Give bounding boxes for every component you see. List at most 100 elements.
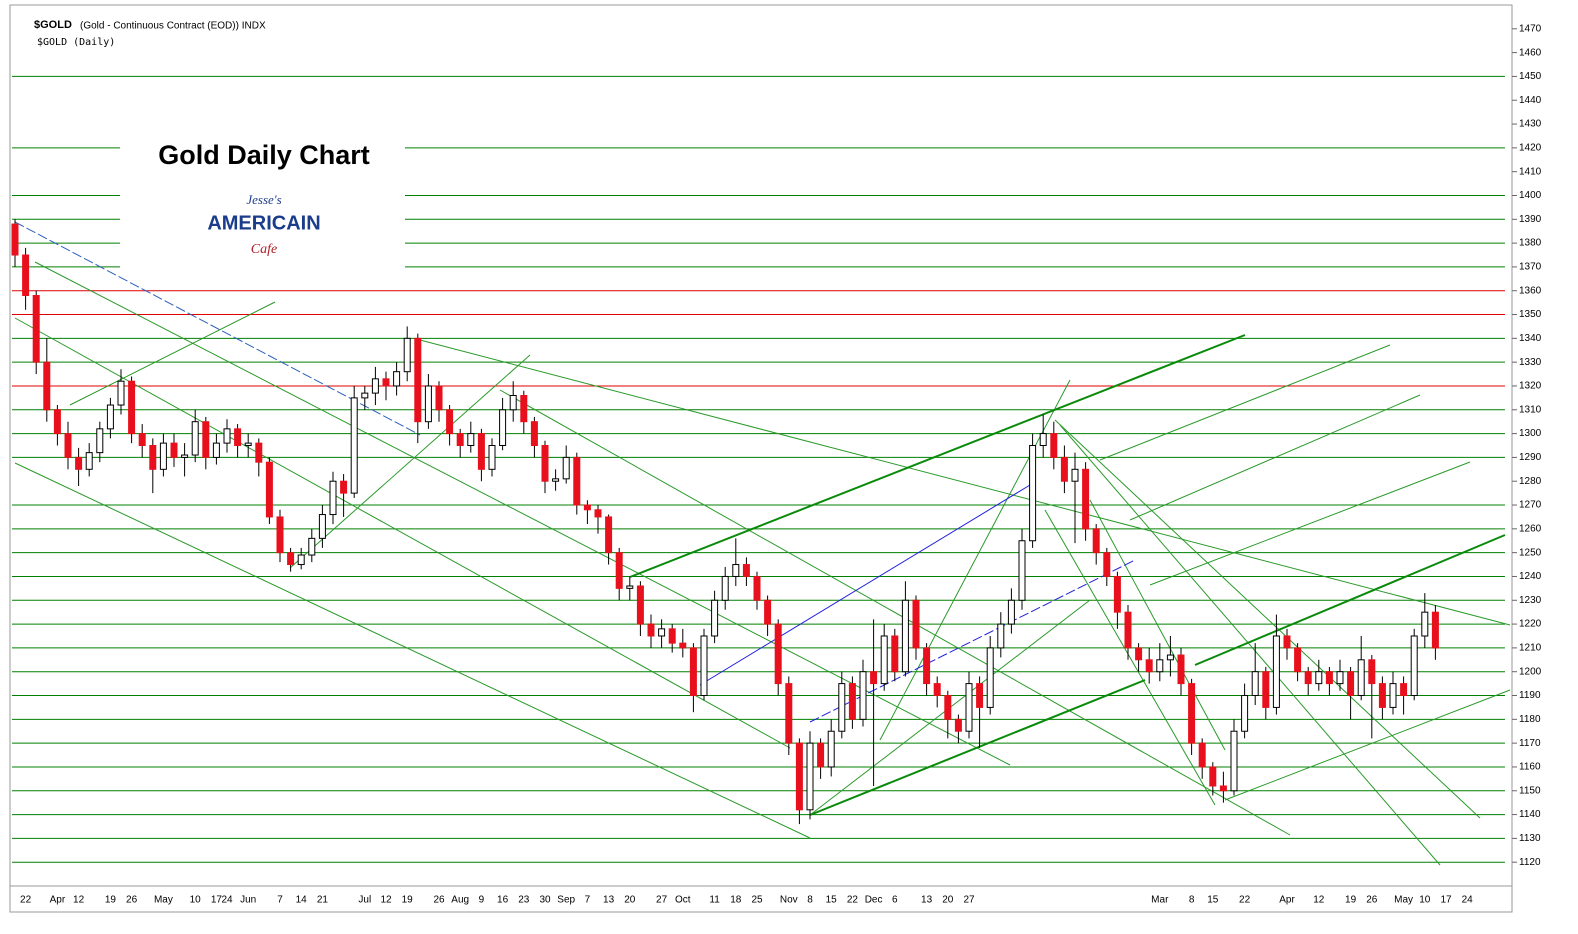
y-tick-label: 1180 [1519,714,1541,725]
candle-body [1092,528,1100,554]
x-tick-label: 11 [709,895,720,906]
candle-body [1156,659,1164,673]
x-tick-label: 13 [603,895,615,906]
candle-body [520,394,528,423]
x-tick-label: 13 [921,895,933,906]
y-tick-label: 1290 [1519,452,1542,463]
candle-body [636,585,644,625]
candle-body [96,428,104,454]
candle-body [1209,766,1217,787]
levels [12,75,1505,863]
candle-body [848,683,856,720]
y-tick-label: 1460 [1519,47,1542,58]
candle-body [1304,671,1312,685]
candle-body [817,742,825,768]
candle-body [1421,611,1429,637]
x-tick-label: May [1394,895,1413,906]
candle-body [859,671,867,720]
x-tick-label: 30 [539,895,551,906]
x-tick-label: 26 [1366,895,1378,906]
x-tick-label: 24 [221,895,233,906]
trend-line [1149,461,1471,586]
candle-body [435,385,443,411]
x-tick-label: 26 [433,895,445,906]
candle-body [170,442,178,458]
y-tick-label: 1160 [1519,762,1541,773]
y-tick-label: 1470 [1519,23,1542,34]
x-tick-label: Dec [865,895,883,906]
header-detail: (Gold - Continuous Contract (EOD)) INDX [80,21,266,32]
y-tick-label: 1140 [1519,809,1541,820]
x-tick-label: 27 [656,895,668,906]
candle-body [753,575,761,601]
candle-body [541,445,549,482]
x-tick-label: 14 [296,895,308,906]
candle-body [265,461,273,518]
candle-body [149,445,157,470]
y-tick-label: 1210 [1519,643,1542,654]
x-tick-label: 8 [807,895,813,906]
candle-body [382,378,390,387]
y-tick-label: 1430 [1519,119,1542,130]
x-tick-label: 22 [20,895,32,906]
x-tick-label: 8 [1189,895,1195,906]
y-tick-label: 1220 [1519,619,1542,630]
candle-body [1039,433,1047,447]
candle-body [1315,671,1323,685]
candle-body [191,421,199,456]
y-tick-label: 1360 [1519,285,1542,296]
candle-body [223,428,231,444]
trend-line [289,354,531,569]
candle-body [244,442,252,447]
candle-body [106,404,114,430]
y-tick-label: 1380 [1519,238,1542,249]
y-tick-label: 1340 [1519,333,1542,344]
trend-line [1059,424,1441,866]
candle-body [986,647,994,708]
y-tick-label: 1190 [1519,690,1541,701]
trend-line [499,389,1291,836]
logo-line: Cafe [251,242,277,257]
y-tick-label: 1130 [1519,833,1541,844]
candle-body [700,635,708,697]
candle-body [997,623,1005,649]
candle-body [785,683,793,744]
x-tick-label: 6 [892,895,898,906]
candle-body [711,599,719,637]
candle-body [647,623,655,637]
candle-body [1336,671,1344,685]
candle-body [64,433,72,458]
candle-body [827,730,835,768]
candle-body [732,564,740,577]
candle-body [1272,635,1280,708]
candle-body [901,599,909,673]
y-tick-label: 1250 [1519,547,1542,558]
candle-body [679,642,687,649]
x-tick-label: Oct [675,895,691,906]
candle-body [1124,611,1132,649]
header-symbol: $GOLD [34,19,72,31]
candle-body [1113,575,1121,613]
blue-line [699,484,1031,686]
x-tick-label: 7 [585,895,591,906]
candle-body [287,552,295,566]
candle-body [350,397,358,494]
x-tick-label: 10 [1419,895,1431,906]
candles [11,219,1439,825]
x-tick-label: 23 [518,895,530,906]
x-tick-label: Mar [1151,895,1169,906]
x-tick-label: 18 [730,895,742,906]
candle-body [1325,671,1333,685]
candle-body [308,537,316,556]
subtitle: $GOLD (Daily) [37,37,115,48]
candle-body [838,683,846,732]
trend-line [34,261,1011,766]
candle-body [605,516,613,554]
x-tick-label: 16 [497,895,509,906]
x-tick-label: Aug [451,895,469,906]
candle-body [361,392,369,399]
candle-body [658,628,666,637]
candle-body [933,683,941,697]
